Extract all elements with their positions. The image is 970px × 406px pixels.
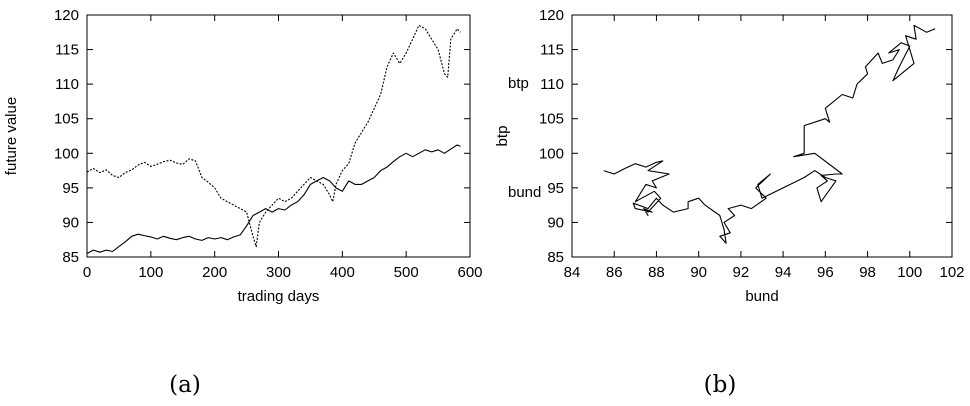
chart-panel-b: 84 86 88 90 92 94 96 98 100 102 85 90 95 100 105 110 115… [494,7,965,398]
chart-panel-a: 0 100 200 300 400 500 600 85 90 95 100 105 110 115 120… [3,7,541,398]
plot-frame-a [86,14,471,258]
x-tick-label: 94 [775,264,792,281]
x-tick-label: 400 [330,264,355,281]
plot-frame-b [571,14,953,258]
x-tick-label: 102 [939,264,964,281]
y-axis-label: future value [3,97,20,175]
y-tick-label: 90 [547,214,564,231]
x-tick-label: 90 [690,264,707,281]
x-tick-label: 500 [394,264,419,281]
y-tick-label: 105 [54,111,79,128]
x-tick-label: 0 [83,264,91,281]
x-tick-label: 84 [564,264,581,281]
y-tick-label: 95 [547,180,564,197]
y-tick-label: 110 [55,76,79,93]
y-tick-label: 110 [540,76,564,93]
x-tick-label: 96 [817,264,834,281]
y-tick-label: 105 [539,111,564,128]
y-tick-label: 100 [539,145,564,162]
series-line-series-0 [603,24,936,244]
x-tick-label: 100 [138,264,163,281]
x-tick-label: 300 [266,264,291,281]
y-axis-label: btp [494,126,511,147]
x-axis-label: bund [745,288,778,305]
series-label-btp: btp [508,75,529,92]
x-tick-label: 92 [733,264,750,281]
panel-label-b: (b) [704,372,737,398]
x-tick-label: 200 [202,264,227,281]
panel-label-a: (a) [169,372,201,398]
x-tick-label: 88 [648,264,665,281]
y-tick-label: 85 [62,249,79,266]
y-tick-label: 120 [539,7,564,24]
y-tick-label: 95 [62,180,79,197]
x-tick-label: 600 [457,264,482,281]
y-tick-label: 115 [55,42,79,59]
x-tick-label: 100 [897,264,922,281]
x-tick-label: 86 [606,264,623,281]
series-line-btp [86,24,461,248]
series-label-bund: bund [508,184,541,201]
y-tick-label: 120 [54,7,79,24]
series-line-bund [86,144,461,254]
y-tick-label: 100 [54,145,79,162]
x-tick-label: 98 [859,264,876,281]
x-axis-label: trading days [238,288,320,305]
y-tick-label: 90 [62,214,79,231]
y-tick-label: 85 [547,249,564,266]
y-tick-label: 115 [540,42,564,59]
